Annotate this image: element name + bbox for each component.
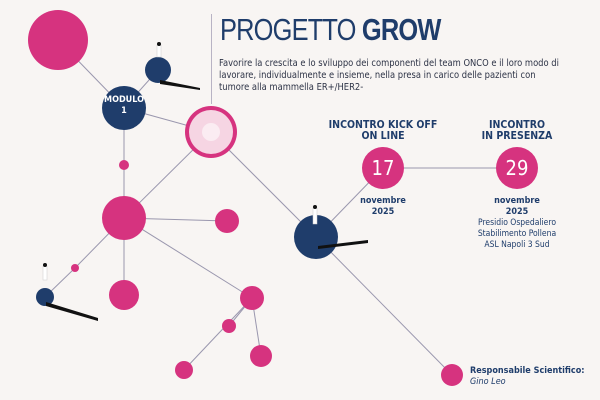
node [222, 319, 236, 333]
event-2-title: INCONTRO IN PRESENZA [481, 119, 553, 142]
person-figure-icon [42, 42, 368, 321]
responsible-scientific: Responsabile Scientifico: Gino Leo [470, 366, 585, 387]
node [71, 264, 79, 272]
event-2-date: novembre 2025 [494, 196, 540, 217]
node [102, 196, 146, 240]
event-2-place: Presidio Ospedaliero Stabilimento Pollena… [477, 218, 557, 250]
node [175, 361, 193, 379]
module-label: MODULO 1 [104, 95, 144, 116]
node-module [102, 86, 146, 130]
node-figure [294, 215, 338, 259]
node-event-1 [362, 147, 404, 189]
page-title: PROGETTO GROW [220, 12, 441, 47]
node [119, 160, 129, 170]
node-event-2 [496, 147, 538, 189]
description: Favorire la crescita e lo sviluppo dei c… [219, 58, 559, 93]
node-responsible [441, 364, 463, 386]
title-divider [211, 14, 212, 104]
node [240, 286, 264, 310]
node [109, 280, 139, 310]
event-1-title: INCONTRO KICK OFF ON LINE [328, 119, 438, 142]
event-1-day: 17 [371, 156, 395, 180]
node-figure [36, 288, 54, 306]
node-large [28, 10, 88, 70]
event-1-date: novembre 2025 [360, 196, 406, 217]
node [215, 209, 239, 233]
node [250, 345, 272, 367]
node-figure [145, 57, 171, 83]
event-2-day: 29 [505, 156, 529, 180]
